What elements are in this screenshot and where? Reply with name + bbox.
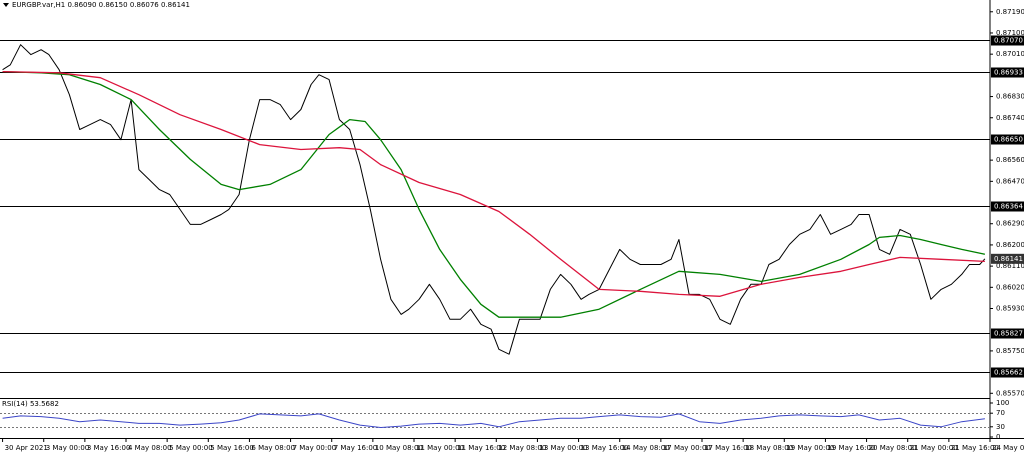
x-tick-label: 6 May 08:00 xyxy=(251,444,295,452)
x-tick-label: 19 May 16:00 xyxy=(827,444,875,452)
x-tick-label: 24 May 08:00 xyxy=(992,444,1024,452)
y-tick-label: 0.87100 xyxy=(996,29,1024,37)
level-label-box xyxy=(991,35,1024,46)
series-line xyxy=(2,70,986,318)
y-tick-label: 0.86560 xyxy=(996,156,1024,164)
level-label: 0.85662 xyxy=(994,369,1023,377)
y-tick-label: 0.87010 xyxy=(996,50,1024,58)
x-tick-label: 30 Apr 2021 xyxy=(5,444,48,452)
series-line xyxy=(2,44,986,355)
series-line xyxy=(2,413,985,428)
level-label: 0.86650 xyxy=(994,136,1023,144)
y-tick-label: 0 xyxy=(996,433,1000,441)
menu-arrow xyxy=(3,3,9,7)
y-tick-label: 0.86290 xyxy=(996,220,1024,228)
x-tick-label: 7 May 16:00 xyxy=(334,444,378,452)
series-line xyxy=(2,70,985,297)
x-tick-label: 14 May 08:00 xyxy=(622,444,670,452)
y-tick-label: 0.86020 xyxy=(996,283,1024,291)
level-label-box xyxy=(991,67,1024,78)
y-tick-label: 0.85750 xyxy=(996,347,1024,355)
x-tick-label: 18 May 08:00 xyxy=(745,444,793,452)
x-tick-label: 3 May 00:00 xyxy=(46,444,90,452)
x-tick-label: 11 May 16:00 xyxy=(457,444,505,452)
x-tick-label: 21 May 16:00 xyxy=(951,444,999,452)
x-tick-label: 13 May 00:00 xyxy=(539,444,587,452)
y-tick-label: 0.86200 xyxy=(996,241,1024,249)
last-price-label: 0.86141 xyxy=(994,255,1023,263)
y-tick-label: 0.85930 xyxy=(996,305,1024,313)
x-tick-label: 7 May 00:00 xyxy=(293,444,337,452)
x-tick-label: 5 May 00:00 xyxy=(169,444,213,452)
x-tick-label: 11 May 00:00 xyxy=(416,444,464,452)
y-tick-label: 0.85570 xyxy=(996,389,1024,397)
level-label: 0.86933 xyxy=(994,69,1023,77)
x-tick-label: 19 May 00:00 xyxy=(786,444,834,452)
chart-title: EURGBP.var,H1 0.86090 0.86150 0.86076 0.… xyxy=(12,1,190,9)
y-tick-label: 70 xyxy=(996,409,1005,417)
x-tick-label: 3 May 16:00 xyxy=(87,444,131,452)
x-tick-label: 17 May 00:00 xyxy=(663,444,711,452)
level-label: 0.86364 xyxy=(994,203,1023,211)
y-tick-label: 0.86830 xyxy=(996,93,1024,101)
x-tick-label: 12 May 08:00 xyxy=(498,444,546,452)
y-tick-label: 0.86470 xyxy=(996,177,1024,185)
level-label: 0.87070 xyxy=(994,37,1023,45)
x-tick-label: 4 May 08:00 xyxy=(128,444,172,452)
x-tick-label: 21 May 00:00 xyxy=(910,444,958,452)
level-label-box xyxy=(991,328,1024,339)
x-tick-label: 5 May 16:00 xyxy=(210,444,254,452)
x-tick-label: 10 May 08:00 xyxy=(375,444,423,452)
level-label: 0.85827 xyxy=(994,330,1023,338)
x-tick-label: 17 May 16:00 xyxy=(704,444,752,452)
y-tick-label: 0.87190 xyxy=(996,8,1024,16)
level-label-box xyxy=(991,367,1024,378)
indicator-title: RSI(14) 53.5682 xyxy=(2,400,59,408)
y-tick-label: 0.86740 xyxy=(996,114,1024,122)
x-tick-label: 20 May 08:00 xyxy=(869,444,917,452)
level-label-box xyxy=(991,201,1024,212)
x-tick-label: 13 May 16:00 xyxy=(581,444,629,452)
y-tick-label: 30 xyxy=(996,423,1005,431)
last-price-box xyxy=(991,253,1024,264)
y-tick-label: 100 xyxy=(996,399,1009,407)
y-tick-label: 0.86110 xyxy=(996,262,1024,270)
level-label-box xyxy=(991,134,1024,145)
